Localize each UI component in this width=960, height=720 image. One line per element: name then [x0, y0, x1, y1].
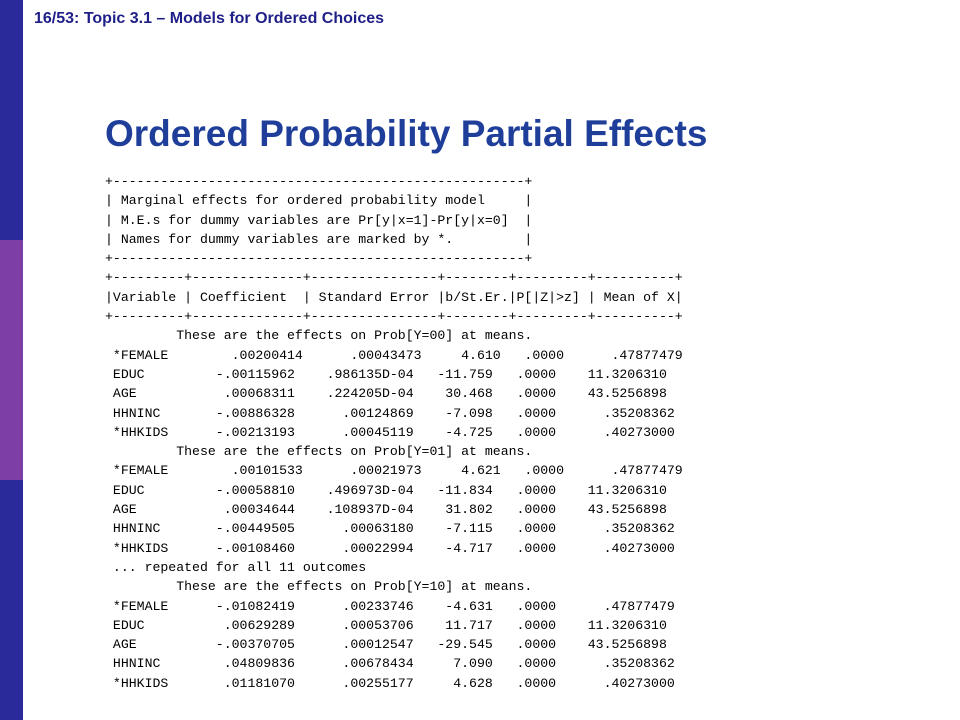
table-row: HHNINC -.00449505 .00063180 -7.115 .0000…: [105, 521, 675, 537]
left-accent-bar-bottom: [0, 480, 23, 720]
table-row: EDUC -.00115962 .986135D-04 -11.759 .000…: [105, 366, 667, 382]
repeat-note: ... repeated for all 11 outcomes: [105, 559, 367, 575]
table-row: HHNINC -.00886328 .00124869 -7.098 .0000…: [105, 405, 675, 421]
left-accent-bar-middle: [0, 240, 23, 480]
table-row: AGE .00034644 .108937D-04 31.802 .0000 4…: [105, 502, 667, 518]
box-line: | Names for dummy variables are marked b…: [105, 231, 533, 247]
effects-heading-y01: These are the effects on Prob[Y=01] at m…: [105, 444, 533, 460]
slide-header: 16/53: Topic 3.1 – Models for Ordered Ch…: [34, 10, 385, 27]
effects-heading-y10: These are the effects on Prob[Y=10] at m…: [105, 579, 533, 595]
table-row: *FEMALE .00101533 .00021973 4.621 .0000 …: [105, 463, 683, 479]
table-header-line: +---------+--------------+--------------…: [105, 309, 683, 325]
left-accent-bar-top: [0, 0, 23, 240]
table-row: *HHKIDS .01181070 .00255177 4.628 .0000 …: [105, 675, 675, 691]
table-header-line: +---------+--------------+--------------…: [105, 270, 683, 286]
table-row: HHNINC .04809836 .00678434 7.090 .0000 .…: [105, 656, 675, 672]
table-row: EDUC .00629289 .00053706 11.717 .0000 11…: [105, 617, 667, 633]
slide-title: Ordered Probability Partial Effects: [105, 113, 708, 154]
table-row: *HHKIDS -.00108460 .00022994 -4.717 .000…: [105, 540, 675, 556]
table-row: EDUC -.00058810 .496973D-04 -11.834 .000…: [105, 482, 667, 498]
table-row: *FEMALE .00200414 .00043473 4.610 .0000 …: [105, 347, 683, 363]
table-row: AGE .00068311 .224205D-04 30.468 .0000 4…: [105, 386, 667, 402]
table-row: *HHKIDS -.00213193 .00045119 -4.725 .000…: [105, 424, 675, 440]
box-line: | Marginal effects for ordered probabili…: [105, 193, 533, 209]
table-row: *FEMALE -.01082419 .00233746 -4.631 .000…: [105, 598, 675, 614]
table-row: AGE -.00370705 .00012547 -29.545 .0000 4…: [105, 637, 667, 653]
box-line: +---------------------------------------…: [105, 251, 533, 267]
regression-output: +---------------------------------------…: [105, 172, 945, 693]
box-line: | M.E.s for dummy variables are Pr[y|x=1…: [105, 212, 533, 228]
effects-heading-y00: These are the effects on Prob[Y=00] at m…: [105, 328, 533, 344]
table-header-line: |Variable | Coefficient | Standard Error…: [105, 289, 683, 305]
box-line: +---------------------------------------…: [105, 174, 533, 189]
